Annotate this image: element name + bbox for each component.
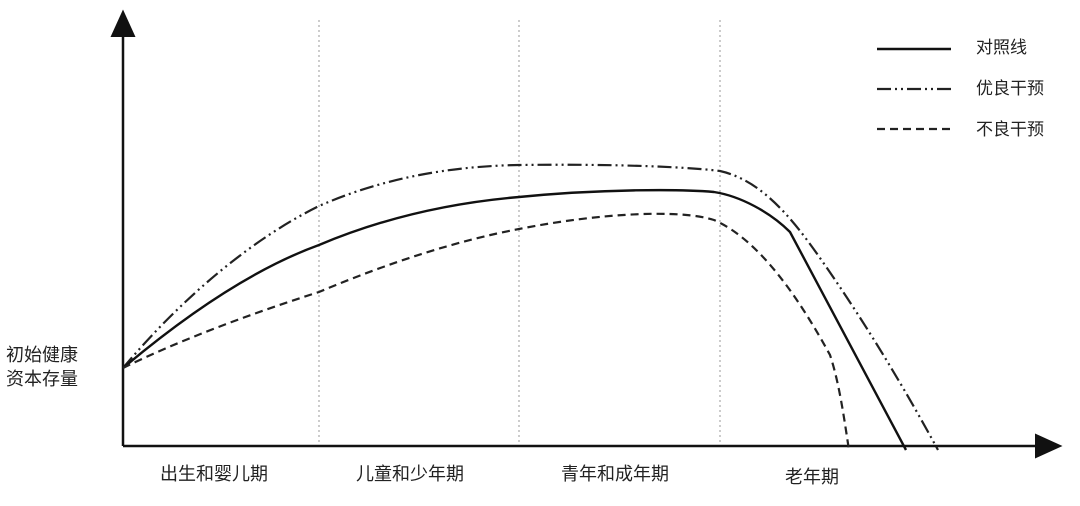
legend-label-control: 对照线 xyxy=(976,38,1027,58)
stage-label-infancy: 出生和婴儿期 xyxy=(160,464,268,485)
stage-label-childhood: 儿童和少年期 xyxy=(356,464,464,485)
y-axis-label-line-2: 资本存量 xyxy=(6,369,78,390)
curve-good-intervention xyxy=(122,163,939,451)
curve-bad-intervention xyxy=(122,212,851,451)
stage-label-adulthood: 青年和成年期 xyxy=(561,464,669,485)
legend-label-bad-intervention: 不良干预 xyxy=(976,120,1044,140)
y-axis-label-line-1: 初始健康 xyxy=(6,345,78,366)
y-axis-label: 初始健康 资本存量 xyxy=(6,344,102,392)
legend-label-good-intervention: 优良干预 xyxy=(976,79,1044,99)
curve-control xyxy=(122,188,908,451)
stage-label-old-age: 老年期 xyxy=(785,467,839,488)
